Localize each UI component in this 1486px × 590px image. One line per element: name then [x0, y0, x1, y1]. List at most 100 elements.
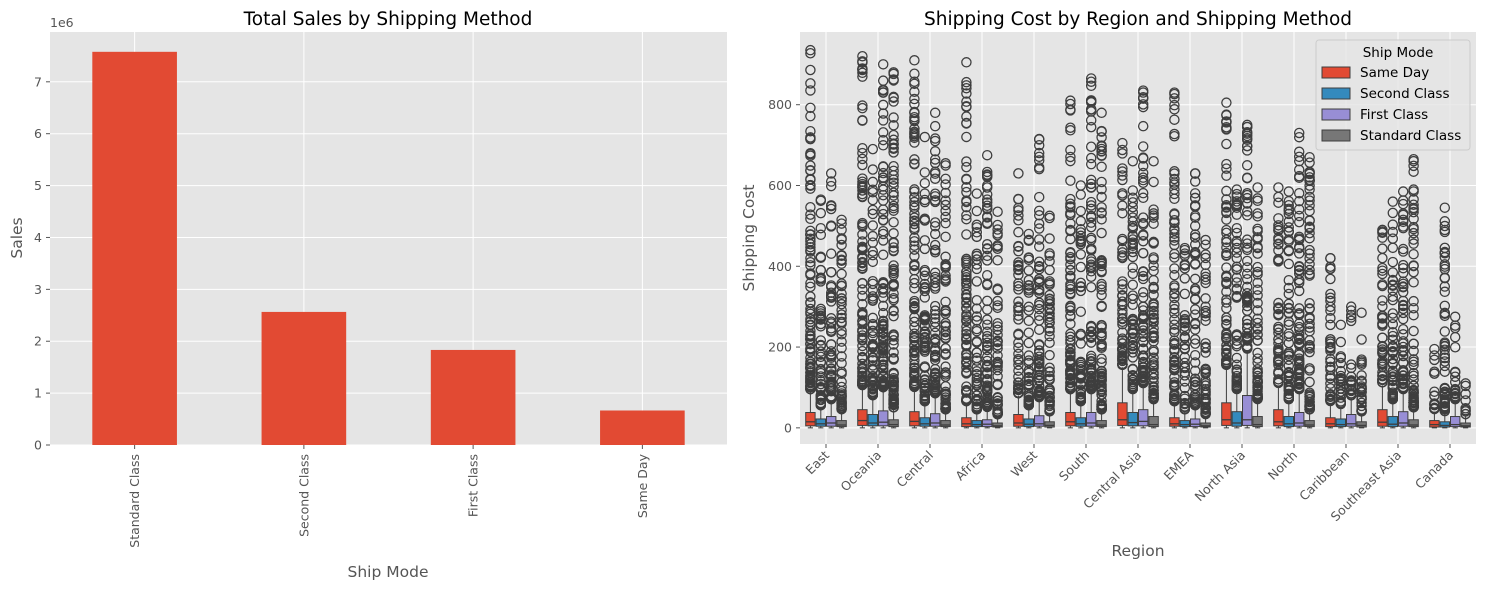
outlier-point — [1117, 235, 1128, 247]
outlier-point — [909, 244, 920, 255]
outlier-point — [1408, 238, 1419, 249]
outlier-point — [1449, 385, 1461, 397]
outlier-point — [1096, 146, 1107, 157]
outlier-point — [1065, 344, 1076, 355]
outlier-point — [1023, 375, 1035, 387]
outlier-point — [888, 398, 899, 410]
outlier-point — [1283, 200, 1295, 211]
outlier-point — [909, 218, 920, 230]
legend-entry: First Class — [1321, 107, 1428, 123]
outlier-point — [1075, 261, 1087, 273]
outlier-point — [1179, 317, 1191, 328]
box-same-day — [909, 55, 920, 429]
outlier-point — [805, 338, 816, 350]
outlier-point — [1137, 92, 1149, 103]
outlier-point — [1283, 347, 1295, 358]
outlier-point — [1013, 193, 1024, 205]
outlier-point — [1387, 308, 1399, 319]
outlier-point — [1387, 279, 1399, 290]
outlier-point — [1397, 303, 1409, 315]
outlier-point — [867, 341, 879, 352]
outlier-point — [1221, 294, 1232, 305]
outlier-point — [1013, 355, 1024, 367]
outlier-point — [1127, 185, 1139, 196]
outlier-point — [815, 371, 827, 382]
outlier-point — [1169, 394, 1180, 405]
outlier-point — [1408, 248, 1419, 260]
outlier-point — [888, 294, 899, 306]
outlier-point — [1241, 145, 1253, 156]
outlier-point — [981, 243, 993, 254]
outlier-point — [815, 398, 827, 409]
outlier-point — [1231, 253, 1243, 264]
outlier-point — [909, 113, 920, 125]
outlier-point — [1023, 285, 1035, 296]
outlier-point — [929, 188, 941, 200]
box-body — [1450, 416, 1461, 428]
outlier-point — [1304, 298, 1315, 309]
outlier-point — [1044, 293, 1055, 305]
box-first-class — [981, 149, 993, 429]
outlier-point — [1044, 330, 1055, 342]
outlier-point — [1065, 270, 1076, 282]
outlier-point — [1075, 215, 1087, 227]
outlier-point — [1397, 216, 1409, 228]
outlier-point — [1169, 232, 1180, 243]
outlier-point — [1241, 328, 1253, 339]
outlier-point — [867, 389, 879, 401]
outlier-point — [1013, 348, 1024, 360]
outlier-point — [1044, 298, 1055, 309]
outlier-point — [1065, 318, 1076, 330]
outlier-point — [1013, 280, 1024, 292]
box-body — [878, 410, 889, 427]
bar-y-tick-label: 2 — [34, 334, 42, 349]
outlier-point — [1137, 336, 1149, 348]
outlier-point — [1044, 264, 1055, 276]
outlier-point — [857, 50, 868, 62]
outlier-point — [1127, 327, 1139, 338]
outlier-point — [1397, 370, 1409, 381]
outlier-point — [992, 219, 1003, 231]
outlier-point — [1325, 364, 1336, 376]
outlier-point — [1065, 224, 1076, 236]
outlier-point — [1127, 333, 1139, 345]
outlier-point — [1085, 182, 1097, 193]
outlier-point — [981, 255, 993, 266]
outlier-point — [877, 59, 889, 70]
box-body — [867, 414, 878, 427]
box-body — [1356, 421, 1367, 428]
outlier-point — [877, 324, 889, 335]
legend-entry: Standard Class — [1321, 128, 1461, 144]
outlier-point — [1085, 256, 1097, 267]
box-x-tick-label: Canada — [1412, 448, 1456, 492]
outlier-point — [1117, 207, 1128, 219]
outlier-point — [877, 235, 889, 246]
box-second-class — [1439, 202, 1451, 429]
outlier-point — [981, 314, 993, 325]
outlier-point — [1179, 390, 1191, 402]
outlier-point — [940, 211, 951, 223]
box-body — [1231, 411, 1242, 427]
outlier-point — [981, 376, 993, 387]
outlier-point — [815, 365, 827, 377]
outlier-point — [867, 363, 879, 375]
outlier-point — [1117, 313, 1128, 324]
outlier-point — [940, 173, 951, 185]
outlier-point — [1033, 299, 1045, 311]
outlier-point — [1169, 314, 1180, 325]
outlier-point — [857, 345, 868, 357]
outlier-point — [1179, 357, 1191, 369]
outlier-point — [1179, 339, 1191, 351]
outlier-point — [1169, 372, 1180, 383]
outlier-point — [836, 280, 847, 292]
outlier-point — [1179, 362, 1191, 374]
outlier-point — [929, 245, 941, 256]
outlier-point — [1283, 319, 1295, 330]
box-second-class — [919, 131, 931, 429]
outlier-point — [1273, 225, 1284, 236]
outlier-point — [1325, 312, 1336, 324]
box-body — [1398, 411, 1409, 427]
outlier-point — [1408, 155, 1419, 167]
outlier-point — [1439, 360, 1451, 372]
